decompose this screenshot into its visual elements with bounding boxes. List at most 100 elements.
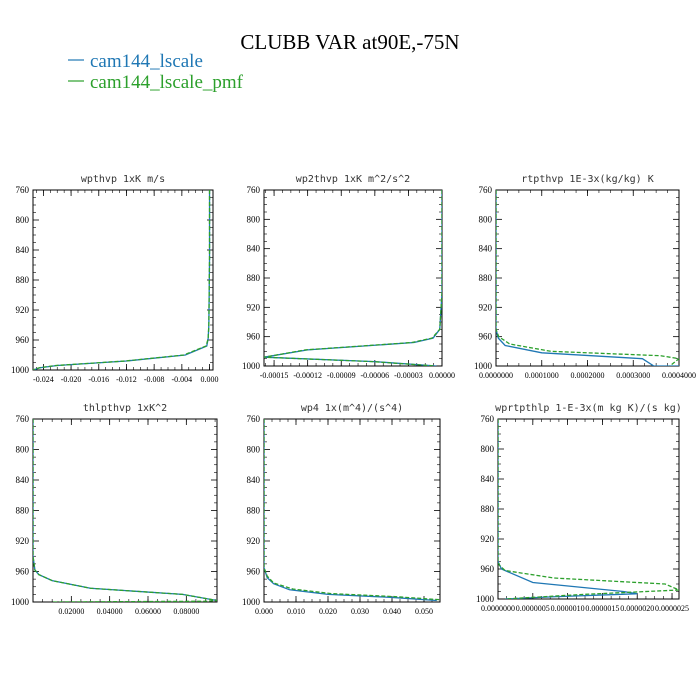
ytick-label-0-2: 840 [16, 245, 30, 255]
series-line-1-1 [264, 190, 442, 366]
ytick-label-5-2: 840 [481, 474, 495, 484]
ytick-label-2-0: 760 [479, 185, 493, 195]
xtick-label-0-2: -0.016 [88, 375, 109, 384]
series-line-5-0 [498, 419, 638, 599]
xtick-label-0-1: -0.020 [61, 375, 82, 384]
panels: wpthvp 1xK m/s7608008408809209601000-0.0… [11, 174, 696, 616]
xtick-label-0-3: -0.012 [116, 375, 137, 384]
ytick-label-4-0: 760 [247, 414, 261, 424]
legend-label-0: cam144_lscale [90, 51, 203, 72]
xtick-label-1-4: -0.00003 [394, 371, 423, 380]
ytick-label-1-4: 920 [247, 302, 261, 312]
ytick-label-5-5: 960 [481, 564, 495, 574]
ytick-label-1-1: 800 [247, 214, 261, 224]
panel-3: thlpthvp 1xK^2 760 800 840 880 920 960 1000 0.02… [11, 403, 218, 616]
ytick-label-3-0: 760 [16, 414, 30, 424]
xtick-label-3-3: 0.08000 [173, 607, 199, 616]
ytick-label-4-4: 920 [247, 536, 261, 546]
legend-label-1: cam144_lscale_pmf [90, 72, 244, 93]
panel-2: rtpthvp 1E-3x(kg/kg) K 760 800 840 880 920 960… [474, 174, 696, 380]
xtick-label-1-5: 0.00000 [429, 371, 455, 380]
ytick-label-1-3: 880 [247, 273, 261, 283]
ytick-label-2-5: 960 [479, 332, 493, 342]
ytick-label-5-3: 880 [481, 504, 495, 514]
series-line-0-0 [33, 190, 211, 370]
panel-title-2: rtpthvp 1E-3x(kg/kg) K [521, 174, 653, 185]
panel-5: wprtpthlp 1-E-3x(m kg K)/(s kg)760 800 840… [476, 403, 689, 613]
panel-title-0: wpthvp 1xK m/s [81, 174, 165, 185]
ytick-label-4-3: 880 [247, 506, 261, 516]
ytick-label-3-5: 960 [16, 567, 30, 577]
ytick-label-2-1: 800 [479, 214, 493, 224]
xtick-label-3-1: 0.04000 [97, 607, 123, 616]
ytick-label-2-3: 880 [479, 273, 493, 283]
xtick-label-1-1: -0.00012 [293, 371, 322, 380]
ytick-label-2-2: 840 [479, 244, 493, 254]
xtick-label-4-5: 0.050 [415, 607, 433, 616]
series-line-0-1 [33, 190, 211, 370]
ytick-label-3-3: 880 [16, 506, 30, 516]
ytick-label-4-1: 800 [247, 445, 261, 455]
ytick-label-0-1: 800 [16, 215, 30, 225]
ytick-label-4-6: 1000 [242, 597, 261, 607]
xtick-label-0-4: -0.008 [144, 375, 165, 384]
series-line-3-0 [33, 419, 217, 602]
panel-4: wp4 1x(m^4)/(s^4)76080084088092096010000… [242, 403, 441, 616]
ytick-label-2-6: 1000 [474, 361, 493, 371]
ytick-label-5-6: 1000 [476, 594, 495, 604]
ytick-label-0-5: 960 [16, 335, 30, 345]
ytick-label-1-6: 1000 [242, 361, 261, 371]
ytick-label-5-4: 920 [481, 534, 495, 544]
ytick-label-4-2: 840 [247, 475, 261, 485]
plot-frame-1 [263, 189, 443, 367]
panel-1: wp2thvp 1xK m^2/s^2 760 800 840 880 920 960 100… [242, 174, 455, 380]
figure-title: CLUBB VAR at90E,-75N [240, 30, 459, 54]
xtick-label-2-3: 0.0003000 [616, 371, 650, 380]
series-line-4-1 [264, 419, 440, 601]
series-line-1-0 [264, 190, 442, 366]
plot-frame-2 [495, 189, 680, 367]
series-line-3-1 [33, 419, 217, 602]
xtick-label-0-0: -0.024 [33, 375, 54, 384]
xtick-label-4-3: 0.030 [351, 607, 369, 616]
ytick-label-3-1: 800 [16, 445, 30, 455]
ytick-label-0-0: 760 [16, 185, 30, 195]
xtick-label-0-5: -0.004 [172, 375, 193, 384]
xtick-label-5-4: 0.0000020 [620, 604, 654, 613]
plot-frame-3 [32, 418, 218, 603]
xtick-label-5-2: 0.0000010 [551, 604, 585, 613]
series-line-2-1 [496, 190, 679, 366]
xtick-label-5-3: 0.0000015 [585, 604, 619, 613]
xtick-label-3-2: 0.06000 [135, 607, 161, 616]
xtick-label-1-0: -0.00015 [260, 371, 289, 380]
legend: cam144_lscale cam144_lscale_pmf [68, 51, 244, 93]
xtick-label-1-3: -0.00006 [360, 371, 389, 380]
ytick-label-1-0: 760 [247, 185, 261, 195]
ytick-label-5-0: 760 [481, 414, 495, 424]
xtick-label-1-2: -0.00009 [327, 371, 356, 380]
xtick-label-5-5: 0.0000025 [655, 604, 689, 613]
xtick-label-4-4: 0.040 [383, 607, 401, 616]
panel-title-1: wp2thvp 1xK m^2/s^2 [296, 174, 410, 185]
xtick-label-2-0: 0.0000000 [479, 371, 513, 380]
ytick-label-1-5: 960 [247, 332, 261, 342]
series-line-2-0 [496, 190, 679, 366]
ytick-label-4-5: 960 [247, 567, 261, 577]
series-line-5-1 [498, 419, 679, 599]
xtick-label-4-0: 0.000 [255, 607, 273, 616]
panel-title-3: thlpthvp 1xK^2 [83, 403, 167, 414]
xtick-label-4-2: 0.020 [319, 607, 337, 616]
ytick-label-3-2: 840 [16, 475, 30, 485]
xtick-label-2-1: 0.0001000 [525, 371, 559, 380]
panel-title-5: wprtpthlp 1-E-3x(m kg K)/(s kg) [495, 403, 682, 414]
xtick-label-4-1: 0.010 [287, 607, 305, 616]
panel-0: wpthvp 1xK m/s7608008408809209601000-0.0… [11, 174, 219, 384]
xtick-label-5-1: 0.0000005 [516, 604, 550, 613]
ytick-label-0-3: 880 [16, 275, 30, 285]
xtick-label-5-0: 0.0000000 [481, 604, 515, 613]
ytick-label-1-2: 840 [247, 244, 261, 254]
ytick-label-0-4: 920 [16, 305, 30, 315]
plot-frame-0 [32, 189, 214, 371]
ytick-label-5-1: 800 [481, 444, 495, 454]
